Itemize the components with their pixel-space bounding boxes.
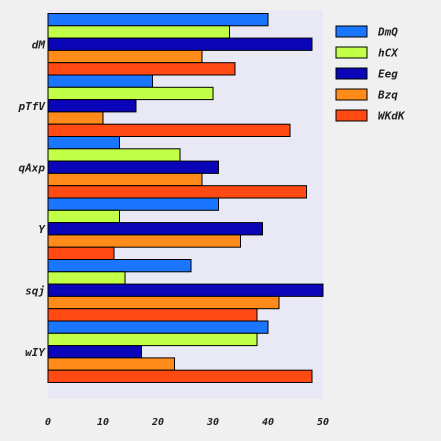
bar-sqj-Eeg (47, 283, 324, 297)
bar-dM-Eeg (47, 37, 313, 51)
y-tick-label: dM (32, 38, 46, 51)
legend-swatch-hCX (335, 46, 368, 59)
legend-label: Eeg (378, 68, 398, 81)
bars-layer (47, 13, 324, 384)
legend-label: DmQ (377, 26, 398, 39)
legend-label: Bzq (377, 89, 398, 102)
bar-Y-hCX (47, 209, 120, 224)
bar-Y-Bzq (47, 234, 241, 248)
bar-wIY-hCX (47, 332, 258, 347)
legend-label: hCX (378, 47, 399, 60)
bar-sqj-hCX (47, 271, 126, 285)
y-tick-label: Y (38, 223, 46, 236)
bar-dM-Bzq (47, 49, 203, 64)
bar-Y-DmQ (47, 197, 219, 211)
bar-wIY-Eeg (47, 345, 142, 359)
bar-qAxp-DmQ (47, 136, 120, 150)
bar-pTfV-Bzq (47, 111, 104, 125)
legend-swatch-WKdK (335, 109, 368, 122)
x-tick-label: 20 (151, 417, 164, 428)
x-tick-label: 10 (97, 417, 109, 428)
bar-qAxp-Eeg (47, 160, 219, 174)
bar-wIY-Bzq (47, 357, 175, 371)
bar-sqj-Bzq (47, 295, 280, 310)
legend: DmQ hCX Eeg Bzq WKdK (335, 25, 406, 123)
x-tick-labels: 0 10 20 30 40 50 (45, 417, 329, 428)
x-tick-label: 50 (317, 417, 329, 428)
x-tick-label: 40 (262, 417, 274, 428)
y-tick-label: qAxp (19, 161, 46, 174)
bar-dM-hCX (47, 25, 230, 39)
bar-wIY-WKdK (47, 369, 313, 384)
bar-qAxp-Bzq (47, 172, 203, 187)
y-tick-label: pTfV (18, 100, 47, 113)
bar-Y-Eeg (47, 222, 263, 236)
y-tick-label: sqj (25, 284, 45, 297)
bar-sqj-DmQ (47, 259, 192, 273)
bar-pTfV-WKdK (47, 123, 291, 137)
bar-Y-WKdK (47, 246, 115, 260)
x-tick-label: 30 (206, 417, 219, 428)
legend-swatch-Eeg (335, 67, 368, 80)
bar-pTfV-Eeg (47, 99, 137, 113)
y-tick-label: wIY (25, 346, 46, 359)
bar-dM-WKdK (47, 62, 236, 76)
bar-wIY-DmQ (47, 320, 269, 334)
bar-pTfV-hCX (47, 86, 214, 101)
bar-pTfV-DmQ (47, 74, 153, 88)
bar-qAxp-hCX (47, 148, 181, 162)
legend-swatch-DmQ (335, 25, 368, 38)
x-tick-label: 0 (45, 417, 51, 428)
legend-swatch-Bzq (335, 88, 368, 101)
bar-sqj-WKdK (47, 308, 258, 322)
bar-dM-DmQ (47, 13, 269, 27)
bar-qAxp-WKdK (47, 185, 307, 199)
legend-label: WKdK (378, 110, 406, 123)
